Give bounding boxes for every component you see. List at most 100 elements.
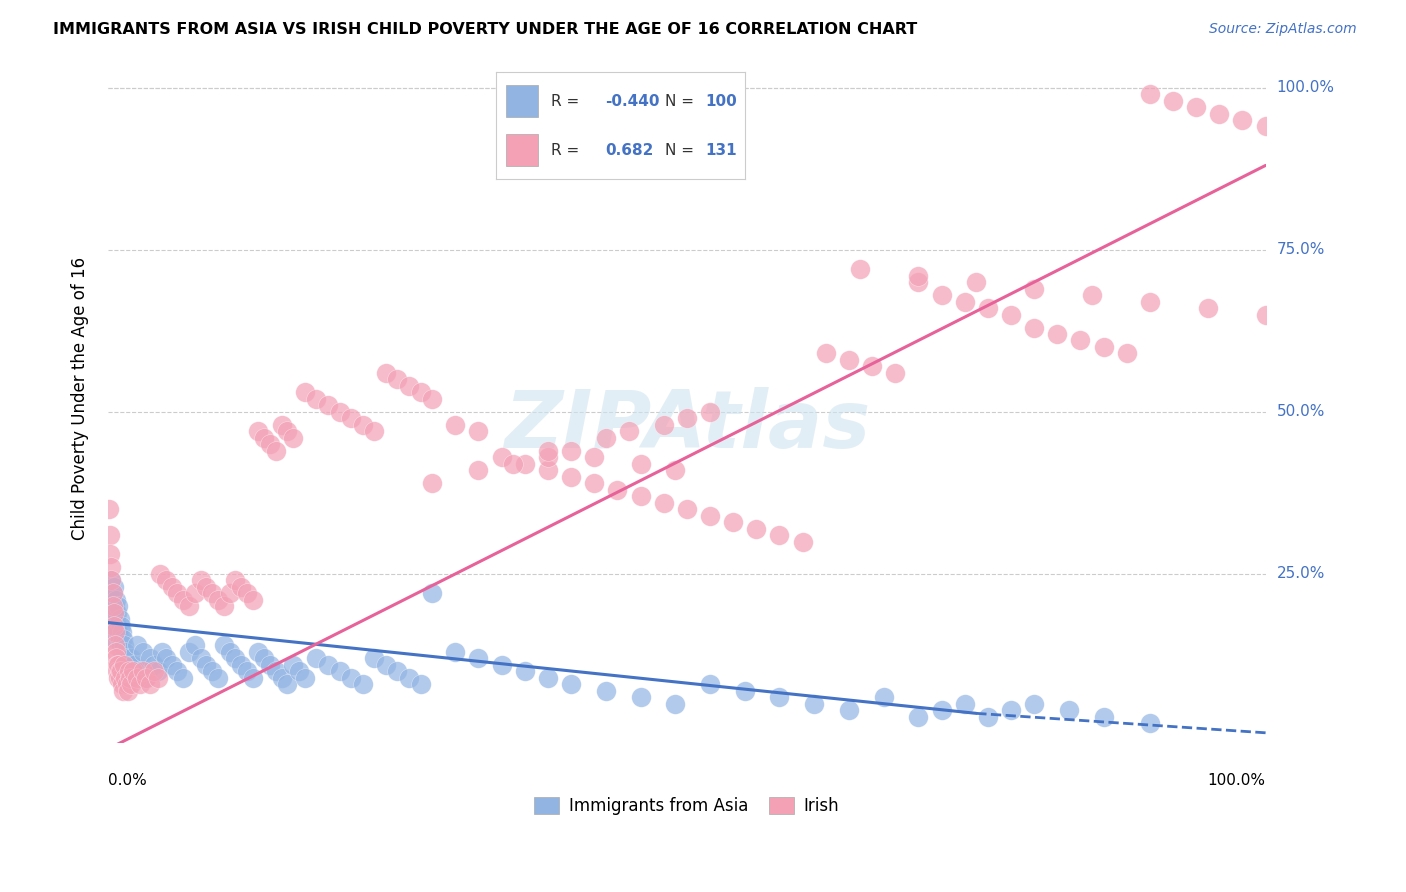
Point bbox=[276, 424, 298, 438]
Point bbox=[1232, 113, 1254, 128]
Point bbox=[190, 574, 212, 588]
Point bbox=[247, 645, 270, 659]
Point bbox=[100, 574, 122, 588]
Point bbox=[1092, 709, 1115, 723]
Point bbox=[664, 697, 686, 711]
Point bbox=[305, 651, 328, 665]
Point bbox=[101, 606, 124, 620]
Point bbox=[814, 346, 837, 360]
Point bbox=[1139, 294, 1161, 309]
Point bbox=[135, 671, 157, 685]
Point bbox=[110, 619, 132, 633]
Point bbox=[98, 599, 121, 614]
Point bbox=[1069, 334, 1091, 348]
Point bbox=[224, 651, 246, 665]
Point bbox=[112, 683, 135, 698]
Point bbox=[111, 645, 134, 659]
Text: 25.0%: 25.0% bbox=[1277, 566, 1324, 582]
Point bbox=[699, 677, 721, 691]
Point bbox=[1057, 703, 1080, 717]
Point bbox=[721, 515, 744, 529]
Point bbox=[229, 657, 252, 672]
Point bbox=[115, 651, 138, 665]
Point bbox=[98, 548, 121, 562]
Point bbox=[107, 599, 129, 614]
Point bbox=[207, 671, 229, 685]
Point bbox=[745, 522, 768, 536]
Point bbox=[264, 664, 287, 678]
Point bbox=[560, 677, 582, 691]
Point bbox=[247, 424, 270, 438]
Point bbox=[953, 294, 976, 309]
Point bbox=[1139, 87, 1161, 101]
Point bbox=[283, 431, 305, 445]
Point bbox=[138, 651, 160, 665]
Point bbox=[1081, 288, 1104, 302]
Point bbox=[953, 697, 976, 711]
Point bbox=[132, 664, 155, 678]
Point bbox=[931, 703, 953, 717]
Point bbox=[117, 683, 139, 698]
Point bbox=[583, 450, 606, 465]
Point bbox=[965, 275, 987, 289]
Point bbox=[907, 268, 929, 283]
Point bbox=[117, 657, 139, 672]
Point bbox=[114, 645, 136, 659]
Point bbox=[276, 677, 298, 691]
Point bbox=[606, 483, 628, 497]
Point bbox=[146, 664, 169, 678]
Point bbox=[363, 651, 385, 665]
Point bbox=[374, 657, 396, 672]
Point bbox=[872, 690, 894, 705]
Point bbox=[166, 586, 188, 600]
Text: 100.0%: 100.0% bbox=[1277, 80, 1334, 95]
Point bbox=[294, 671, 316, 685]
Point bbox=[340, 671, 363, 685]
Point bbox=[107, 657, 129, 672]
Point bbox=[699, 508, 721, 523]
Text: ZIPAtlas: ZIPAtlas bbox=[503, 387, 870, 466]
Y-axis label: Child Poverty Under the Age of 16: Child Poverty Under the Age of 16 bbox=[72, 257, 89, 541]
Point bbox=[105, 657, 128, 672]
Point bbox=[111, 677, 134, 691]
Point bbox=[931, 288, 953, 302]
Point bbox=[340, 411, 363, 425]
Point bbox=[537, 450, 560, 465]
Point bbox=[270, 417, 292, 432]
Point bbox=[177, 645, 200, 659]
Point bbox=[115, 677, 138, 691]
Point bbox=[849, 262, 872, 277]
Point bbox=[201, 664, 224, 678]
Point bbox=[111, 625, 134, 640]
Point bbox=[675, 411, 697, 425]
Point bbox=[112, 651, 135, 665]
Point bbox=[1115, 346, 1137, 360]
Point bbox=[374, 366, 396, 380]
Point bbox=[101, 586, 124, 600]
Point bbox=[283, 657, 305, 672]
Point bbox=[253, 431, 276, 445]
Point bbox=[108, 664, 131, 678]
Point bbox=[537, 463, 560, 477]
Point bbox=[122, 657, 145, 672]
Point bbox=[630, 489, 652, 503]
Point bbox=[166, 664, 188, 678]
Point bbox=[155, 651, 177, 665]
Point bbox=[143, 657, 166, 672]
Point bbox=[118, 664, 141, 678]
Point bbox=[264, 443, 287, 458]
Point bbox=[259, 437, 281, 451]
Point bbox=[125, 638, 148, 652]
Point bbox=[513, 457, 536, 471]
Point bbox=[288, 664, 311, 678]
Point bbox=[768, 690, 790, 705]
Point bbox=[160, 657, 183, 672]
Point bbox=[104, 632, 127, 646]
Point bbox=[242, 592, 264, 607]
Point bbox=[172, 592, 194, 607]
Point bbox=[103, 580, 125, 594]
Point bbox=[125, 671, 148, 685]
Point bbox=[387, 664, 409, 678]
Point bbox=[803, 697, 825, 711]
Point bbox=[207, 592, 229, 607]
